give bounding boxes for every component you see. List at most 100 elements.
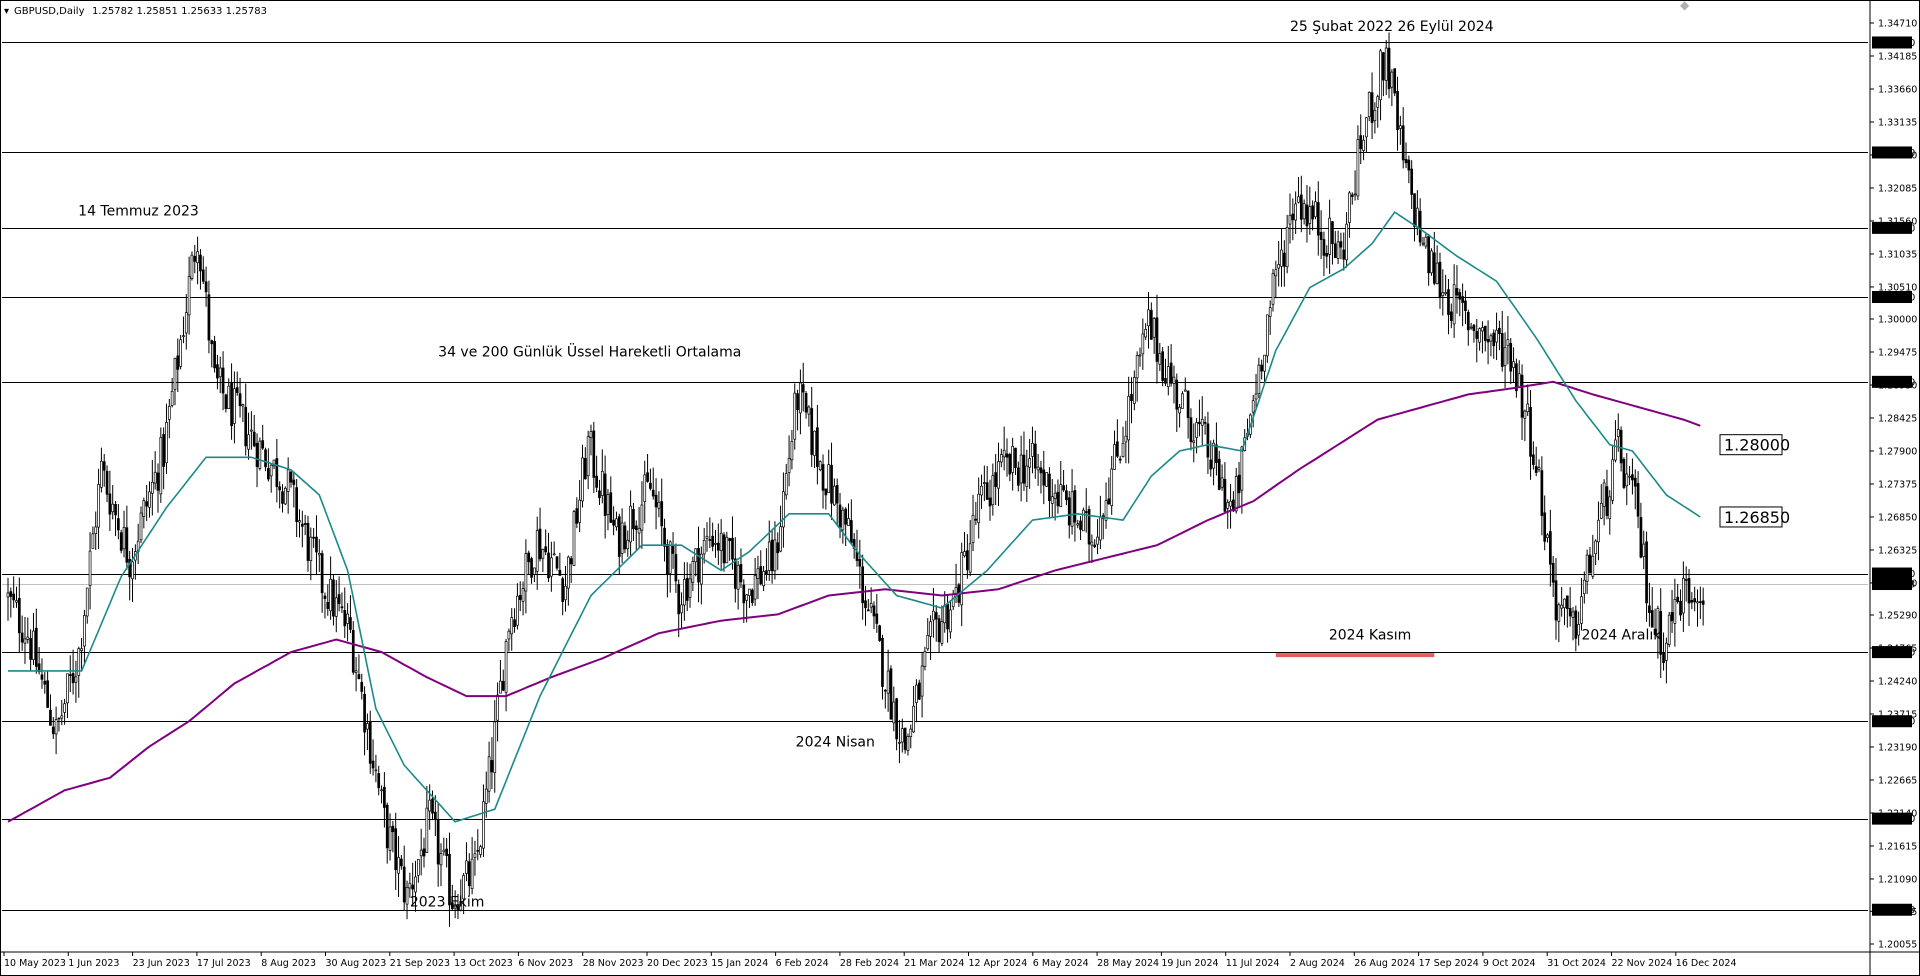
- candlestick[interactable]: [74, 660, 78, 703]
- candlestick[interactable]: [541, 548, 545, 573]
- candlestick[interactable]: [1532, 441, 1535, 470]
- candlestick[interactable]: [281, 484, 284, 513]
- candlestick[interactable]: [408, 872, 412, 898]
- candlestick[interactable]: [193, 244, 197, 274]
- candlestick[interactable]: [1503, 332, 1507, 389]
- candlestick[interactable]: [439, 843, 443, 887]
- candlestick[interactable]: [784, 463, 788, 500]
- candlestick[interactable]: [555, 556, 559, 571]
- candlestick[interactable]: [173, 357, 177, 406]
- candlestick[interactable]: [218, 356, 222, 394]
- candlestick[interactable]: [1534, 446, 1538, 477]
- candlestick[interactable]: [1254, 373, 1258, 411]
- candlestick[interactable]: [1486, 320, 1490, 365]
- candlestick[interactable]: [1427, 233, 1431, 286]
- candlestick[interactable]: [1444, 274, 1447, 296]
- candlestick[interactable]: [733, 537, 737, 603]
- candlestick[interactable]: [977, 477, 981, 539]
- candlestick[interactable]: [298, 509, 301, 538]
- candlestick[interactable]: [1696, 589, 1699, 627]
- candlestick[interactable]: [320, 550, 324, 613]
- candlestick[interactable]: [332, 574, 335, 626]
- candlestick[interactable]: [668, 540, 672, 593]
- candlestick[interactable]: [1399, 115, 1402, 145]
- candlestick[interactable]: [1186, 390, 1190, 439]
- candlestick[interactable]: [402, 845, 406, 911]
- candlestick[interactable]: [269, 463, 273, 493]
- candlestick[interactable]: [971, 494, 975, 552]
- candlestick[interactable]: [767, 520, 771, 581]
- candlestick[interactable]: [60, 699, 64, 726]
- candlestick[interactable]: [1234, 467, 1238, 514]
- candlestick[interactable]: [275, 438, 279, 503]
- candlestick[interactable]: [334, 580, 338, 633]
- candlestick[interactable]: [1492, 329, 1496, 359]
- candlestick[interactable]: [637, 506, 641, 549]
- candlestick[interactable]: [544, 529, 548, 556]
- candlestick[interactable]: [448, 832, 451, 927]
- candlestick[interactable]: [459, 879, 463, 912]
- candlestick[interactable]: [309, 527, 313, 581]
- candlestick[interactable]: [493, 700, 497, 793]
- candlestick[interactable]: [377, 765, 381, 796]
- candlestick[interactable]: [697, 526, 700, 603]
- candlestick[interactable]: [150, 460, 154, 516]
- candlestick[interactable]: [816, 405, 819, 485]
- candlestick[interactable]: [9, 587, 13, 618]
- candlestick[interactable]: [487, 741, 491, 803]
- candlestick[interactable]: [790, 429, 794, 470]
- candlestick[interactable]: [561, 576, 565, 616]
- candlestick[interactable]: [224, 393, 228, 413]
- candlestick[interactable]: [917, 679, 921, 701]
- candlestick[interactable]: [504, 638, 508, 712]
- candlestick[interactable]: [895, 697, 898, 751]
- candlestick[interactable]: [1172, 365, 1176, 404]
- candlestick[interactable]: [1280, 228, 1283, 287]
- candlestick[interactable]: [450, 884, 454, 911]
- candlestick[interactable]: [1582, 571, 1586, 604]
- candlestick[interactable]: [201, 256, 205, 285]
- candlestick[interactable]: [1175, 373, 1179, 432]
- candlestick[interactable]: [1062, 470, 1065, 492]
- candlestick[interactable]: [1588, 546, 1592, 574]
- candlestick[interactable]: [1033, 430, 1037, 479]
- candlestick[interactable]: [524, 539, 528, 614]
- candlestick[interactable]: [864, 585, 867, 626]
- candlestick[interactable]: [1625, 453, 1629, 506]
- candlestick[interactable]: [1215, 422, 1218, 476]
- candlestick[interactable]: [286, 457, 290, 514]
- candlestick[interactable]: [1687, 569, 1691, 627]
- candlestick[interactable]: [578, 480, 582, 532]
- candlestick[interactable]: [1605, 469, 1609, 520]
- candlestick[interactable]: [1084, 488, 1088, 533]
- candlestick[interactable]: [1438, 252, 1442, 309]
- candlestick[interactable]: [1198, 399, 1201, 437]
- candlestick[interactable]: [912, 685, 915, 733]
- candlestick[interactable]: [445, 838, 448, 868]
- candlestick[interactable]: [966, 534, 969, 579]
- candlestick[interactable]: [1461, 283, 1464, 327]
- candlestick[interactable]: [968, 519, 972, 577]
- candlestick[interactable]: [533, 567, 536, 583]
- candlestick[interactable]: [799, 369, 802, 435]
- candlestick[interactable]: [683, 562, 686, 621]
- candlestick[interactable]: [1682, 561, 1685, 632]
- candlestick[interactable]: [830, 442, 833, 520]
- candlestick[interactable]: [431, 790, 434, 821]
- candlestick[interactable]: [1299, 175, 1303, 233]
- candlestick[interactable]: [303, 514, 307, 536]
- candlestick[interactable]: [1645, 531, 1648, 622]
- candlestick[interactable]: [66, 673, 69, 719]
- candlestick[interactable]: [1619, 426, 1623, 472]
- candlestick[interactable]: [385, 802, 389, 864]
- candlestick[interactable]: [1079, 515, 1082, 541]
- candlestick[interactable]: [184, 294, 188, 350]
- candlestick[interactable]: [1291, 198, 1295, 241]
- candlestick[interactable]: [71, 649, 75, 695]
- candlestick[interactable]: [1568, 587, 1572, 627]
- candlestick[interactable]: [433, 795, 437, 837]
- candlestick[interactable]: [1209, 440, 1213, 477]
- candlestick[interactable]: [1042, 450, 1046, 505]
- candlestick[interactable]: [898, 719, 901, 764]
- candlestick[interactable]: [801, 362, 805, 412]
